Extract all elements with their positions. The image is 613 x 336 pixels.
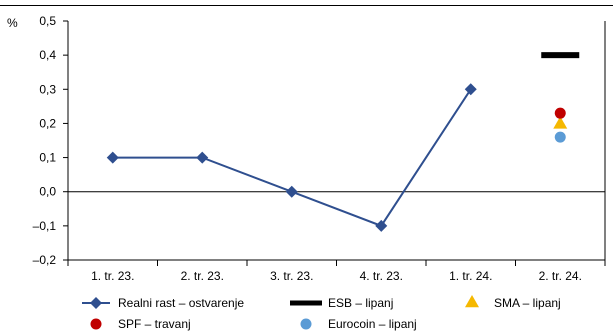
y-tick-label: –0,2: [33, 253, 57, 267]
legend-item: Realni rast – ostvarenje: [82, 296, 244, 310]
forecast-point: [554, 107, 566, 119]
forecast-triangle: [553, 116, 568, 129]
legend-triangle-swatch: [465, 295, 479, 308]
y-tick-label: 0,5: [39, 14, 56, 28]
forecast-dash: [541, 52, 580, 59]
data-point: [196, 151, 209, 164]
y-tick-label: –0,1: [33, 219, 57, 233]
legend-label: Realni rast – ostvarenje: [118, 296, 244, 310]
legend-item: ESB – lipanj: [290, 296, 393, 310]
legend-label: SPF – travanj: [118, 317, 191, 331]
data-point: [285, 185, 298, 198]
y-tick-label: 0,4: [39, 48, 56, 62]
legend-item: Eurocoin – lipanj: [300, 317, 417, 331]
data-point: [106, 151, 119, 164]
series-line: [112, 88, 472, 228]
y-tick-label: 0,2: [39, 116, 56, 130]
x-tick-label: 3. tr. 23.: [270, 269, 313, 283]
legend-diamond-swatch: [90, 297, 102, 309]
data-point: [464, 83, 477, 96]
legend-circle-swatch: [90, 318, 102, 330]
x-tick-label: 2. tr. 23.: [181, 269, 224, 283]
y-tick-label: 0,1: [39, 151, 56, 165]
x-tick-label: 2. tr. 24.: [539, 269, 582, 283]
plot-area: –0,2 –0,1 0,0 0,1 0,2 0,3 0,4 0,5 1. tr. 23. 2. t…: [33, 14, 606, 283]
legend-label: Eurocoin – lipanj: [328, 317, 417, 331]
x-tick-label: 4. tr. 23.: [360, 269, 403, 283]
y-tick-label: 0,0: [39, 185, 56, 199]
legend-label: ESB – lipanj: [328, 296, 393, 310]
legend: Realni rast – ostvarenje ESB – lipanj SMA …: [82, 295, 561, 331]
legend-circle-swatch: [300, 318, 312, 330]
data-point: [375, 219, 388, 232]
y-unit-label: %: [7, 16, 18, 30]
legend-dash-swatch: [290, 300, 322, 306]
y-tick-label: 0,3: [39, 82, 56, 96]
x-tick-label: 1. tr. 23.: [91, 269, 134, 283]
legend-item: SMA – lipanj: [465, 295, 561, 310]
legend-label: SMA – lipanj: [494, 296, 561, 310]
forecast-point: [554, 131, 566, 143]
x-tick-label: 1. tr. 24.: [449, 269, 492, 283]
legend-item: SPF – travanj: [90, 317, 191, 331]
